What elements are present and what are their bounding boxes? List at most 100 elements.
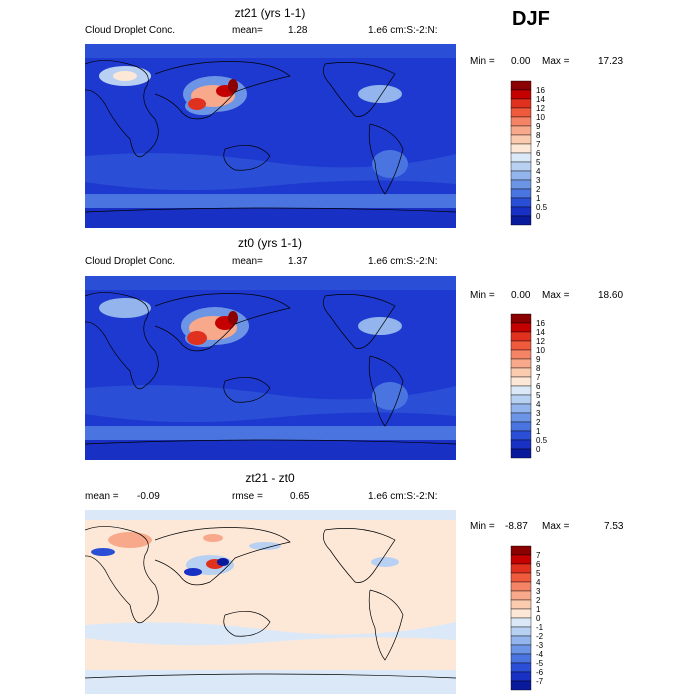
panel-3-rmse-label: rmse = xyxy=(232,491,263,502)
colorbar-tick-label: 2 xyxy=(536,185,541,194)
colorbar-tick-label: -3 xyxy=(536,641,544,650)
coastlines xyxy=(85,292,456,445)
southern-band xyxy=(85,622,456,646)
colorbar-swatch xyxy=(510,590,532,601)
china-negative xyxy=(184,568,202,576)
coastlines xyxy=(85,60,456,213)
colorbar-swatch xyxy=(510,385,532,396)
panel-1-title: zt21 (yrs 1-1) xyxy=(234,6,306,20)
colorbar-swatch xyxy=(510,89,532,100)
colorbar-tick-label: 10 xyxy=(536,346,545,355)
colorbar-swatch xyxy=(510,206,532,217)
siberia-positive xyxy=(203,534,223,542)
colorbar-swatch xyxy=(510,581,532,592)
colorbar-swatch xyxy=(510,152,532,163)
colorbar-swatch xyxy=(510,439,532,450)
colorbar-tick-label: 0 xyxy=(536,212,541,221)
colorbar-tick-label: 1 xyxy=(536,194,541,203)
colorbar-swatch xyxy=(510,98,532,109)
colorbar-tick-label: 0 xyxy=(536,614,541,623)
panel-3-rmse-value: 0.65 xyxy=(290,491,310,502)
colorbar-tick-label: 16 xyxy=(536,319,545,328)
colorbar-tick-label: -2 xyxy=(536,632,544,641)
colorbar-tick-label: 12 xyxy=(536,104,545,113)
colorbar-swatch xyxy=(510,179,532,190)
panel-3-min-label: Min = xyxy=(470,521,495,532)
colorbar-tick-label: 0 xyxy=(536,445,541,454)
colorbar-tick-label: 8 xyxy=(536,364,541,373)
southern-band xyxy=(85,194,456,208)
coastlines xyxy=(85,526,456,679)
colorbar-tick-label: 9 xyxy=(536,122,541,131)
panel-2-mean-value: 1.37 xyxy=(288,256,308,267)
colorbar-tick-label: 6 xyxy=(536,382,541,391)
colorbar-tick-label: -1 xyxy=(536,623,544,632)
colorbar-tick-label: -4 xyxy=(536,650,544,659)
china-hotspot xyxy=(188,98,206,110)
colorbar-tick-label: 8 xyxy=(536,131,541,140)
panel-2-min-label: Min = xyxy=(470,290,495,301)
europe-high xyxy=(99,298,151,318)
japan-hotspot xyxy=(228,79,238,93)
samerica-high xyxy=(372,150,408,178)
colorbar-tick-label: 16 xyxy=(536,86,545,95)
panel-3-units: 1.e6 cm:S:-2:N: xyxy=(368,491,438,502)
colorbar-swatch xyxy=(510,671,532,682)
antarctic-band xyxy=(85,670,456,694)
southern-band xyxy=(85,426,456,440)
panel-1-max-label: Max = xyxy=(542,56,570,67)
colorbar-swatch xyxy=(510,394,532,405)
colorbar-swatch xyxy=(510,376,532,387)
colorbar-tick-label: 7 xyxy=(536,373,541,382)
panel-2-max-value: 18.60 xyxy=(598,290,624,301)
atlantic-negative xyxy=(91,548,115,556)
colorbar-swatch xyxy=(510,626,532,637)
colorbar-tick-label: 4 xyxy=(536,400,541,409)
colorbar-swatch xyxy=(510,340,532,351)
colorbar-tick-label: 2 xyxy=(536,596,541,605)
panel-1-field-name: Cloud Droplet Conc. xyxy=(85,25,176,36)
colorbar-tick-label: 9 xyxy=(536,355,541,364)
colorbar-tick-label: -6 xyxy=(536,668,544,677)
colorbar-swatch xyxy=(510,358,532,369)
colorbar-swatch xyxy=(510,608,532,619)
colorbar-tick-label: -5 xyxy=(536,659,544,668)
colorbar-swatch xyxy=(510,188,532,199)
europe-anomaly xyxy=(108,532,152,548)
japan-negative xyxy=(217,558,229,566)
panel-3-min-value: -8.87 xyxy=(505,521,528,532)
colorbar-tick-label: 3 xyxy=(536,176,541,185)
colorbar-swatch xyxy=(510,143,532,154)
china-hotspot xyxy=(187,331,207,345)
colorbar-swatch xyxy=(510,197,532,208)
panel-3-title: zt21 - zt0 xyxy=(245,471,295,485)
namerica-high xyxy=(358,85,402,103)
colorbar-tick-label: 0.5 xyxy=(536,436,548,445)
colorbar-swatch xyxy=(510,349,532,360)
japan-hotspot xyxy=(228,311,238,325)
panel-3-mean-label: mean = xyxy=(85,491,119,502)
colorbar-swatch xyxy=(510,403,532,414)
colorbar-swatch xyxy=(510,125,532,136)
colorbar-tick-label: 7 xyxy=(536,140,541,149)
panel-1-mean-value: 1.28 xyxy=(288,25,308,36)
namerica-high xyxy=(358,317,402,335)
southern-ocean-band xyxy=(85,385,456,423)
colorbar-tick-label: 5 xyxy=(536,391,541,400)
colorbar-tick-label: -7 xyxy=(536,677,544,686)
colorbar-swatch xyxy=(510,554,532,565)
panel-3-max-value: 7.53 xyxy=(604,521,624,532)
colorbar-swatch xyxy=(510,134,532,145)
panel-2-field-name: Cloud Droplet Conc. xyxy=(85,256,176,267)
antarctic-band xyxy=(85,440,456,460)
panel-2-map xyxy=(85,276,456,460)
colorbar-swatch xyxy=(510,599,532,610)
arctic-band xyxy=(85,510,456,520)
colorbar-swatch xyxy=(510,430,532,441)
colorbar-tick-label: 3 xyxy=(536,587,541,596)
colorbar-swatch xyxy=(510,662,532,673)
colorbar-swatch xyxy=(510,367,532,378)
antarctic-band xyxy=(85,208,456,228)
